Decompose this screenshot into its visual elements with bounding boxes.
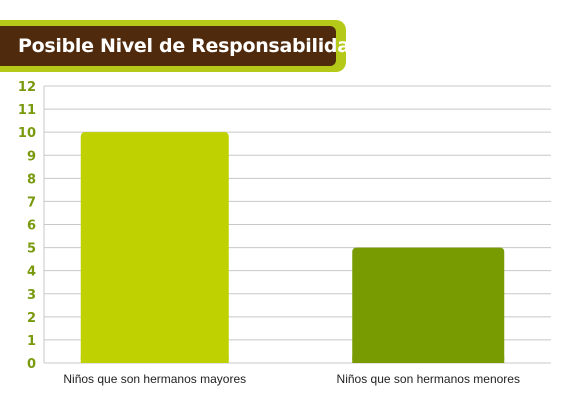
bar-base [80, 357, 229, 363]
y-tick-label: 0 [27, 357, 36, 372]
y-tick-label: 5 [27, 242, 36, 257]
bar [80, 132, 229, 363]
x-category-label: Niños que son hermanos menores [337, 372, 520, 386]
y-tick-label: 9 [27, 149, 36, 164]
y-tick-label: 3 [27, 288, 36, 303]
chart-title: Posible Nivel de Responsabilidad [18, 35, 364, 57]
y-tick-label: 11 [18, 103, 36, 118]
y-tick-label: 12 [18, 80, 36, 95]
y-tick-label: 8 [27, 172, 36, 187]
y-tick-label: 2 [27, 311, 36, 326]
bar-base [352, 357, 505, 363]
y-tick-label: 1 [27, 334, 36, 349]
y-tick-label: 10 [18, 126, 36, 141]
title-box: Posible Nivel de Responsabilidad [0, 26, 363, 66]
title-banner: Posible Nivel de Responsabilidad [0, 20, 363, 72]
y-tick-label: 7 [27, 195, 36, 210]
bar [352, 247, 505, 363]
x-category-label: Niños que son hermanos mayores [63, 372, 246, 386]
y-tick-label: 6 [27, 219, 36, 234]
y-tick-label: 4 [27, 265, 36, 280]
